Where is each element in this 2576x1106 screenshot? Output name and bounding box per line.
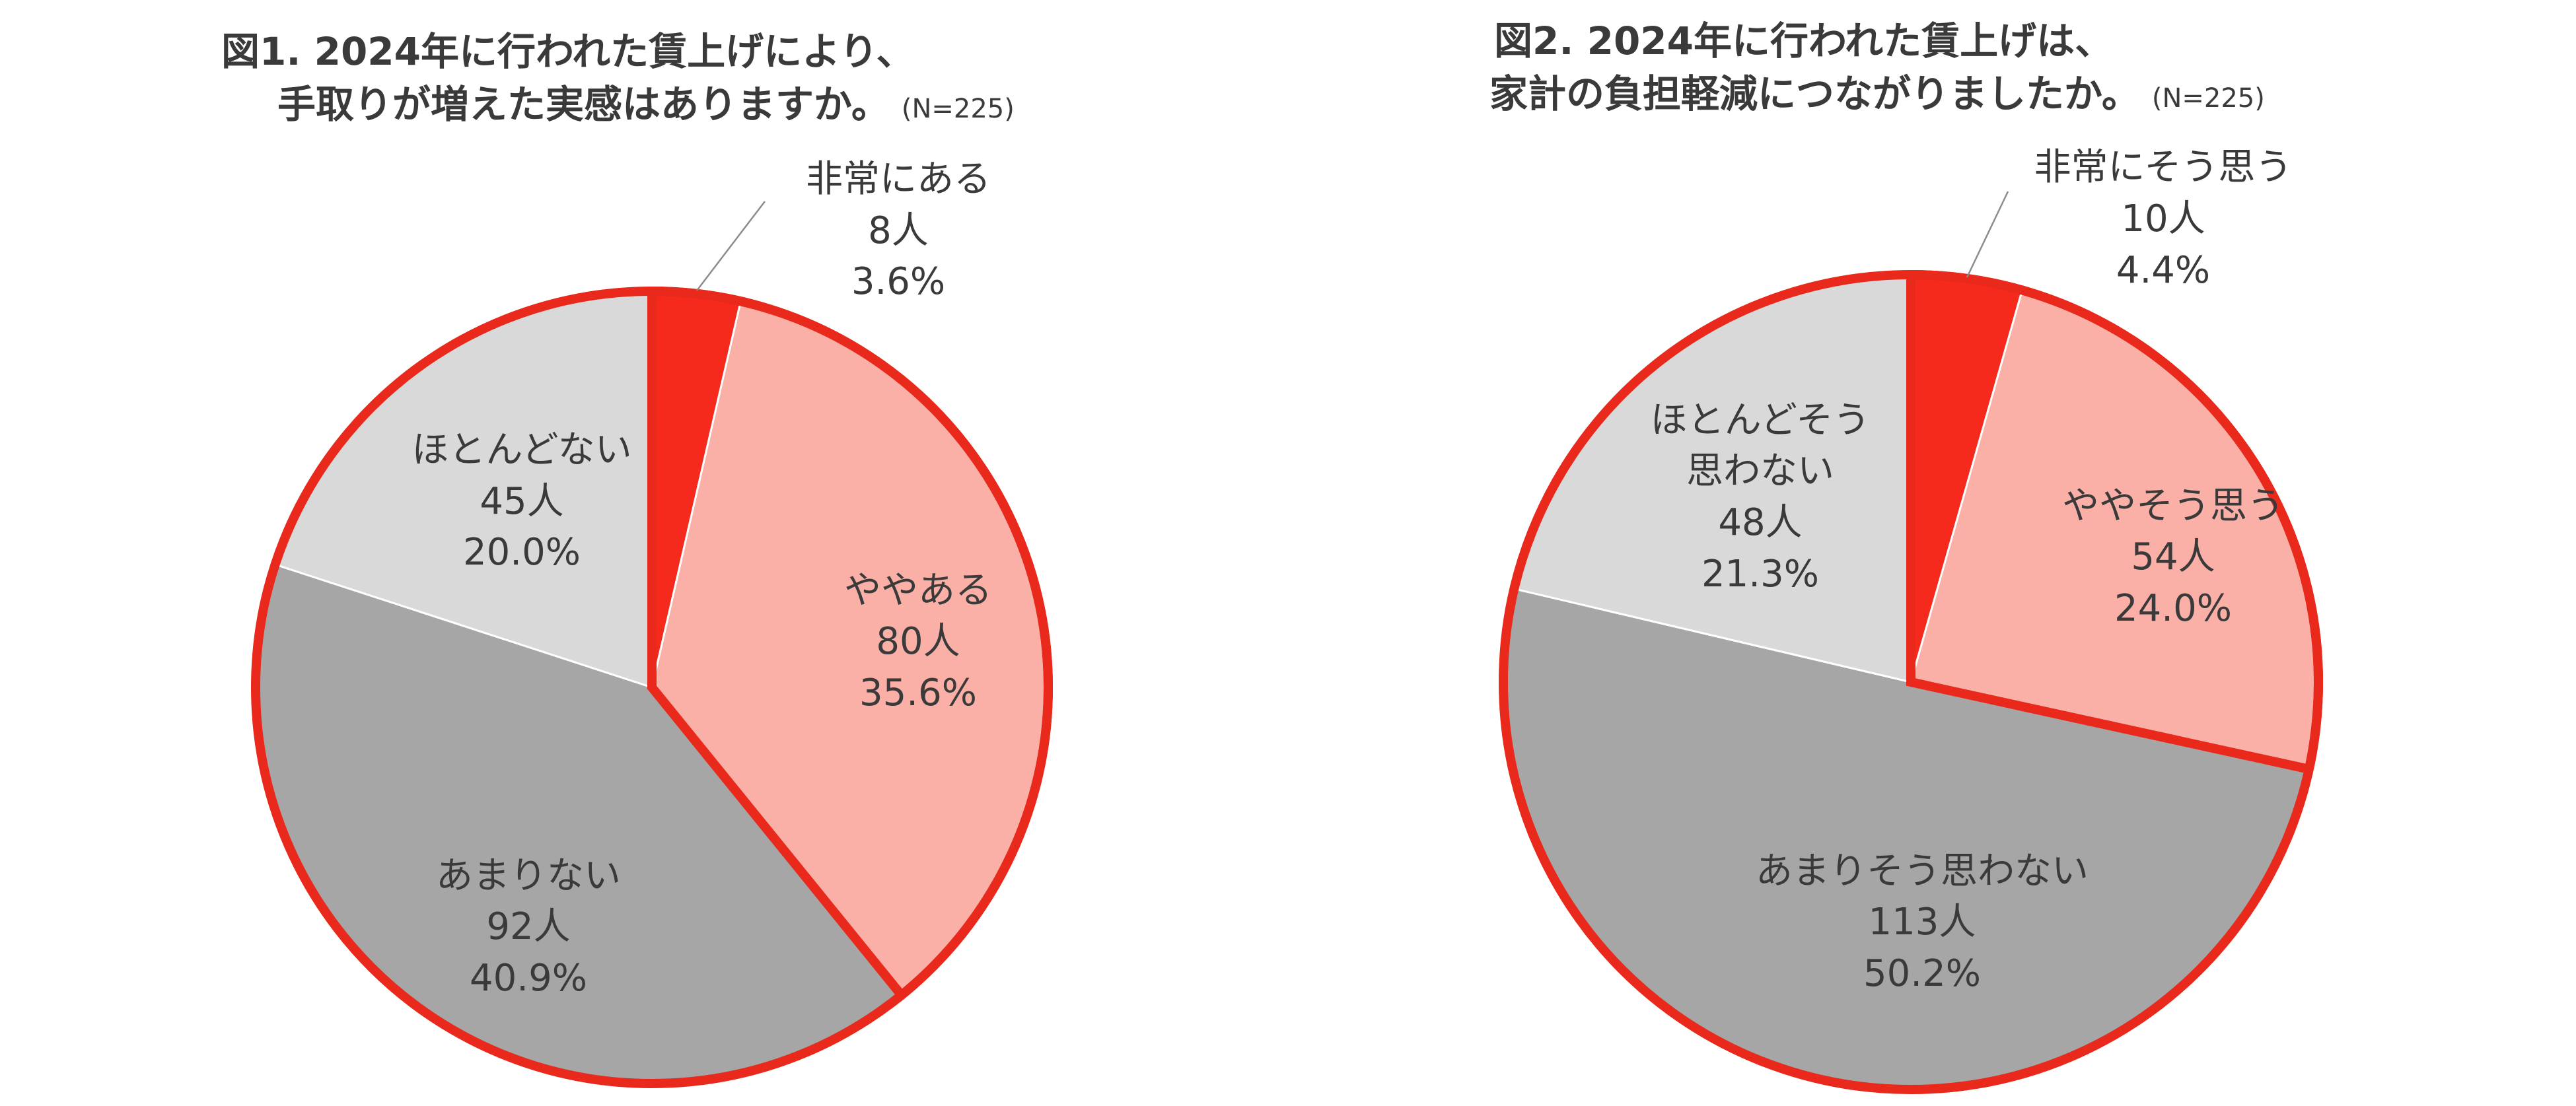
chart1-slice3-name: ほとんどない xyxy=(411,429,631,471)
chart2-slice2-count: 113人 xyxy=(1869,901,1976,944)
chart1-pie: 非常にある 8人 3.6% ややある 80人 35.6% あまりない 92人 4… xyxy=(251,158,1053,1088)
chart2-outline xyxy=(1499,269,2323,1094)
chart1-label-slice-0: 非常にある 8人 3.6% xyxy=(806,158,991,303)
chart1-slice2-name: あまりない xyxy=(436,854,621,897)
chart2-slice1-name: ややそう思う xyxy=(2062,485,2284,528)
chart1-slice0-count: 8人 xyxy=(868,209,929,252)
chart2-slice1-count: 54人 xyxy=(2131,536,2215,578)
chart2-slice3-name-line2: 思わない xyxy=(1686,450,1834,493)
chart2-slice1-percent: 24.0% xyxy=(2114,587,2232,630)
chart1-title: 図1. 2024年に行われた賃上げにより、 手取りが増えた実感はありますか。 (N… xyxy=(221,29,1015,127)
chart1-label-slice-1: ややある 80人 35.6% xyxy=(844,569,992,714)
chart2-highlight-outline xyxy=(1906,269,2323,775)
chart2-title-line1: 図2. 2024年に行われた賃上げは、 xyxy=(1494,18,2113,63)
chart2-label-slice-3: ほとんどそう 思わない 48人 21.3% xyxy=(1651,399,1871,596)
chart1-slice0-name: 非常にある xyxy=(806,158,991,201)
chart2-slice3-count: 48人 xyxy=(1718,501,1802,544)
chart1-slice1-percent: 35.6% xyxy=(859,672,977,714)
chart1-title-line2-wrapper: 手取りが増えた実感はありますか。 (N=225) xyxy=(277,82,1015,127)
chart1-title-line2: 手取りが増えた実感はありますか。 xyxy=(277,82,890,127)
chart2-title-line2-wrapper: 家計の負担軽減につながりましたか。 (N=225) xyxy=(1489,71,2265,116)
chart2-slice3-name-line1: ほとんどそう xyxy=(1651,399,1871,442)
chart2-pie: 非常にそう思う 10人 4.4% ややそう思う 54人 24.0% あまりそう思… xyxy=(1499,146,2323,1094)
chart2-label-slice-0: 非常にそう思う 10人 4.4% xyxy=(2034,146,2293,292)
chart2-slices xyxy=(1502,273,2320,1091)
chart1-slice2-count: 92人 xyxy=(486,905,570,948)
chart1-outline xyxy=(251,286,1053,1088)
chart1-slice3-percent: 20.0% xyxy=(463,531,581,574)
chart2-title: 図2. 2024年に行われた賃上げは、 家計の負担軽減につながりましたか。 (N=… xyxy=(1489,18,2265,116)
chart2-label-slice-1: ややそう思う 54人 24.0% xyxy=(2062,485,2284,630)
chart2-title-line2: 家計の負担軽減につながりましたか。 xyxy=(1489,71,2140,116)
chart2-leader-line xyxy=(1966,191,2009,278)
chart2-slice0-name: 非常にそう思う xyxy=(2034,146,2293,189)
chart2-slice3-percent: 21.3% xyxy=(1701,553,1819,596)
chart1-slice1-count: 80人 xyxy=(876,620,960,663)
chart2-slice2-name: あまりそう思わない xyxy=(1756,850,2089,893)
chart1-slice2-percent: 40.9% xyxy=(470,957,587,1000)
chart2-slice2-percent: 50.2% xyxy=(1863,952,1981,995)
chart1-label-slice-3: ほとんどない 45人 20.0% xyxy=(411,429,631,574)
chart2-slice0-percent: 4.4% xyxy=(2116,249,2210,292)
chart2-label-slice-2: あまりそう思わない 113人 50.2% xyxy=(1756,850,2089,995)
chart1-sample-size: (N=225) xyxy=(902,94,1015,124)
chart1-slice1-name: ややある xyxy=(844,569,992,612)
chart1-leader-line xyxy=(696,201,766,291)
chart1-slice3-count: 45人 xyxy=(480,480,563,523)
chart1-highlight-outline xyxy=(647,286,1053,1002)
chart1-title-line1: 図1. 2024年に行われた賃上げにより、 xyxy=(221,29,915,74)
chart1-slice0-percent: 3.6% xyxy=(851,260,945,303)
chart1-label-slice-2: あまりない 92人 40.9% xyxy=(436,854,621,1000)
chart2-sample-size: (N=225) xyxy=(2152,83,2265,114)
chart2-slice0-count: 10人 xyxy=(2121,197,2205,240)
